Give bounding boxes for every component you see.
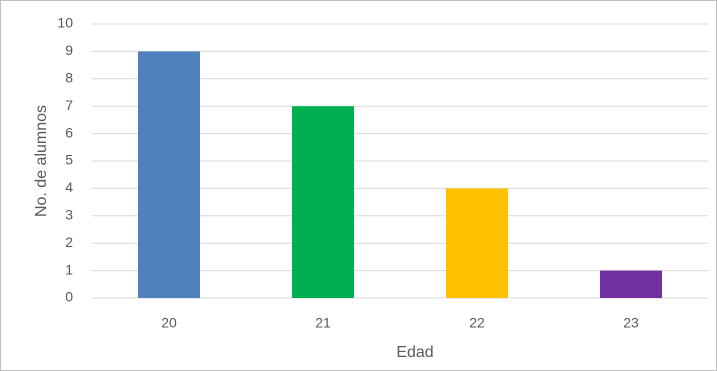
- y-tick-label: 4: [65, 179, 73, 195]
- bar: [292, 106, 354, 298]
- y-tick-label: 6: [65, 124, 73, 140]
- y-tick-label: 0: [65, 289, 73, 305]
- y-tick-label: 7: [65, 97, 73, 113]
- bar: [600, 270, 662, 298]
- y-tick-label: 1: [65, 261, 73, 277]
- y-tick-label: 5: [65, 152, 73, 168]
- y-tick-label: 10: [57, 15, 73, 31]
- x-axis-title: Edad: [396, 344, 433, 361]
- x-tick-label: 22: [469, 315, 485, 331]
- x-tick-label: 20: [161, 315, 177, 331]
- x-tick-label: 21: [315, 315, 331, 331]
- y-tick-label: 9: [65, 42, 73, 58]
- bar: [138, 51, 200, 299]
- x-tick-label: 23: [623, 315, 639, 331]
- bar: [446, 188, 508, 298]
- y-tick-label: 8: [65, 70, 73, 86]
- y-axis-title: No. de alumnos: [33, 105, 50, 217]
- y-tick-label: 2: [65, 234, 73, 250]
- y-tick-label: 3: [65, 207, 73, 223]
